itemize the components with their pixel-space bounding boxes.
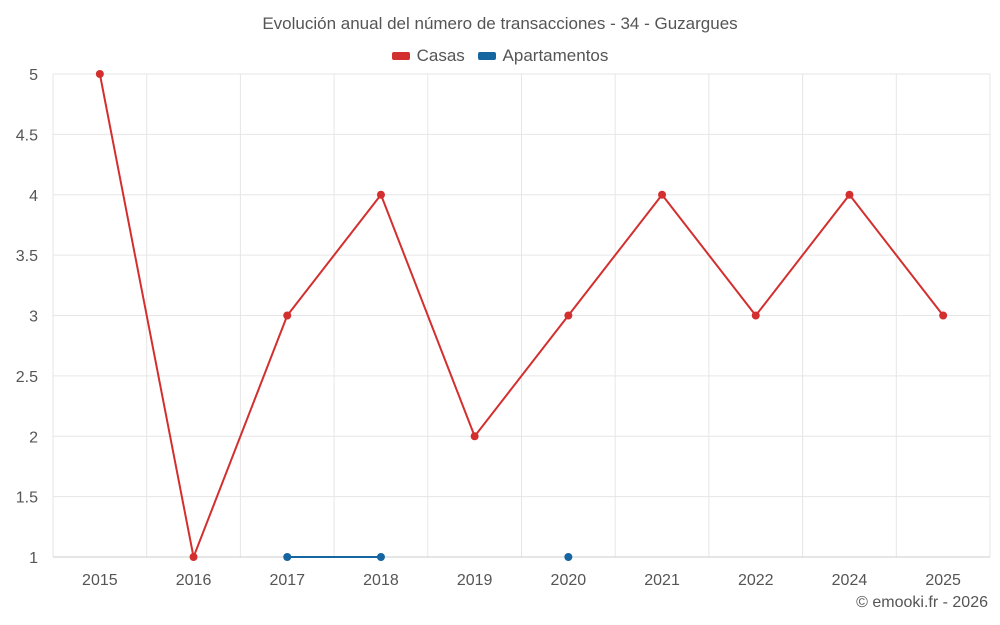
x-tick-label: 2022 <box>738 572 774 589</box>
legend-item-apartamentos[interactable]: Apartamentos <box>477 46 609 66</box>
data-point-apartamentos <box>564 553 573 561</box>
data-point-casas <box>845 190 854 199</box>
x-tick-label: 2018 <box>363 572 399 589</box>
credit-text: © emooki.fr - 2026 <box>856 594 988 611</box>
data-point-casas <box>189 553 198 561</box>
y-tick-label: 4.5 <box>16 127 38 144</box>
series-line-casas <box>98 73 944 558</box>
legend-label-apartamentos: Apartamentos <box>502 46 609 65</box>
data-point-casas <box>751 311 760 320</box>
data-point-casas <box>658 190 667 199</box>
x-tick-label: 2015 <box>82 572 118 589</box>
x-tick-label: 2020 <box>551 572 587 589</box>
y-tick-label: 2.5 <box>16 369 38 386</box>
data-point-casas <box>564 311 573 320</box>
data-point-casas <box>376 190 385 199</box>
data-point-casas <box>95 70 104 78</box>
y-tick-label: 5 <box>29 67 38 84</box>
x-tick-label: 2025 <box>925 572 961 589</box>
chart-legend: Casas Apartamentos <box>0 45 1000 66</box>
data-point-casas <box>939 311 948 320</box>
legend-swatch-casas <box>391 52 410 60</box>
data-point-casas <box>283 311 292 320</box>
legend-swatch-apartamentos <box>477 52 496 60</box>
legend-label-casas: Casas <box>416 46 465 65</box>
x-tick-label: 2017 <box>269 572 305 589</box>
x-tick-label: 2024 <box>832 572 868 589</box>
y-tick-label: 4 <box>29 188 38 205</box>
y-tick-label: 3.5 <box>16 248 38 265</box>
x-tick-label: 2019 <box>457 572 493 589</box>
y-tick-label: 1.5 <box>16 490 38 507</box>
y-tick-label: 1 <box>29 550 38 567</box>
y-tick-label: 2 <box>29 429 38 446</box>
x-tick-label: 2021 <box>644 572 680 589</box>
data-point-apartamentos <box>376 553 385 561</box>
data-point-apartamentos <box>283 553 292 561</box>
legend-item-casas[interactable]: Casas <box>391 46 465 66</box>
data-point-casas <box>470 432 479 441</box>
chart-title: Evolución anual del número de transaccio… <box>262 14 738 33</box>
x-tick-label: 2016 <box>176 572 212 589</box>
y-tick-label: 3 <box>29 309 38 326</box>
